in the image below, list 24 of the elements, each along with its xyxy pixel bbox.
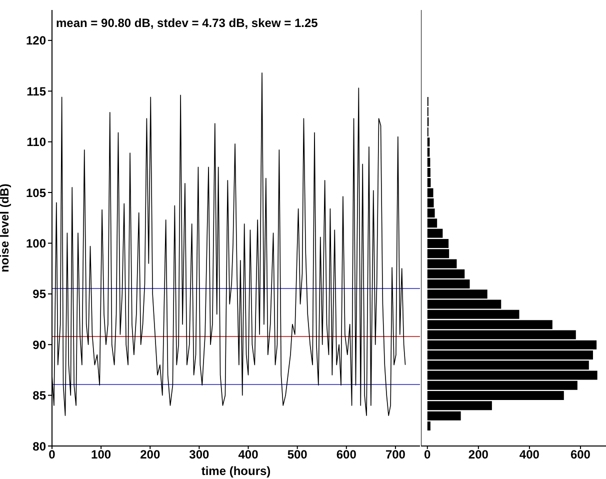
x-tick-label: 200 <box>468 448 489 462</box>
y-tick-label: 120 <box>26 34 46 48</box>
x-tick-label: 600 <box>336 448 357 462</box>
y-tick-label: 90 <box>32 338 46 352</box>
y-tick-label: 95 <box>32 287 46 302</box>
x-tick-label: 200 <box>140 448 160 462</box>
y-tick-label: 105 <box>26 186 46 200</box>
x-tick-label: 700 <box>385 448 406 462</box>
x-tick-label: 400 <box>238 448 259 462</box>
y-tick-label: 115 <box>26 84 46 98</box>
x-axis-title: time (hours) <box>201 464 271 478</box>
x-tick-label: 100 <box>91 448 112 462</box>
y-tick-label: 110 <box>26 135 46 150</box>
y-tick-label: 80 <box>32 439 46 454</box>
y-tick-label: 85 <box>32 388 46 403</box>
y-tick-label: 100 <box>26 236 46 250</box>
y-axis-title: noise level (dB) <box>0 184 12 272</box>
x-tick-label: 0 <box>48 448 56 462</box>
x-tick-label: 500 <box>287 448 308 462</box>
x-tick-label: 400 <box>519 448 540 462</box>
x-tick-label: 0 <box>424 448 432 462</box>
x-tick-label: 600 <box>570 448 591 462</box>
annotation: mean = 90.80 dB, stdev = 4.73 dB, skew = 1.25 <box>56 16 318 30</box>
x-tick-label: 300 <box>189 448 210 462</box>
